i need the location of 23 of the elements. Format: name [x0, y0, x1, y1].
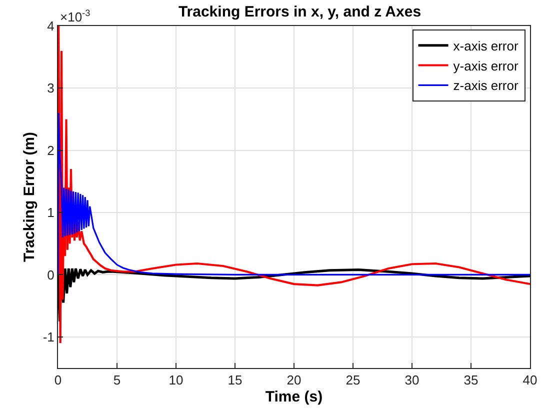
x-tick-label: 40 — [522, 372, 538, 388]
legend-label: z-axis error — [453, 78, 519, 94]
line-series — [58, 112, 530, 276]
chart-title: Tracking Errors in x, y, and z Axes — [178, 4, 422, 21]
x-tick-label: 10 — [168, 372, 184, 388]
y-tick-label: 1 — [47, 205, 54, 220]
x-tick-label: 35 — [464, 372, 478, 388]
y-tick-label: 0 — [47, 267, 54, 282]
x-tick-label: 15 — [228, 372, 242, 388]
text: ×10$^{-3}$ — [60, 8, 90, 24]
x-tick-label: 30 — [404, 372, 420, 388]
legend-label: y-axis error — [453, 58, 519, 74]
x-tick-label: 20 — [286, 372, 302, 388]
x-axis-title: Time (s) — [265, 388, 323, 406]
y-tick-label: 4 — [47, 18, 54, 34]
y-axis-title: Tracking Error (m) — [21, 132, 38, 262]
line-series — [58, 26, 530, 344]
y-tick-label: 3 — [47, 80, 54, 96]
legend-label: x-axis error — [453, 38, 519, 54]
y-tick-label: -1 — [42, 329, 54, 344]
y-tick-label: 2 — [47, 142, 54, 158]
x-tick-label: 5 — [113, 372, 121, 388]
x-tick-label: 25 — [346, 372, 360, 388]
